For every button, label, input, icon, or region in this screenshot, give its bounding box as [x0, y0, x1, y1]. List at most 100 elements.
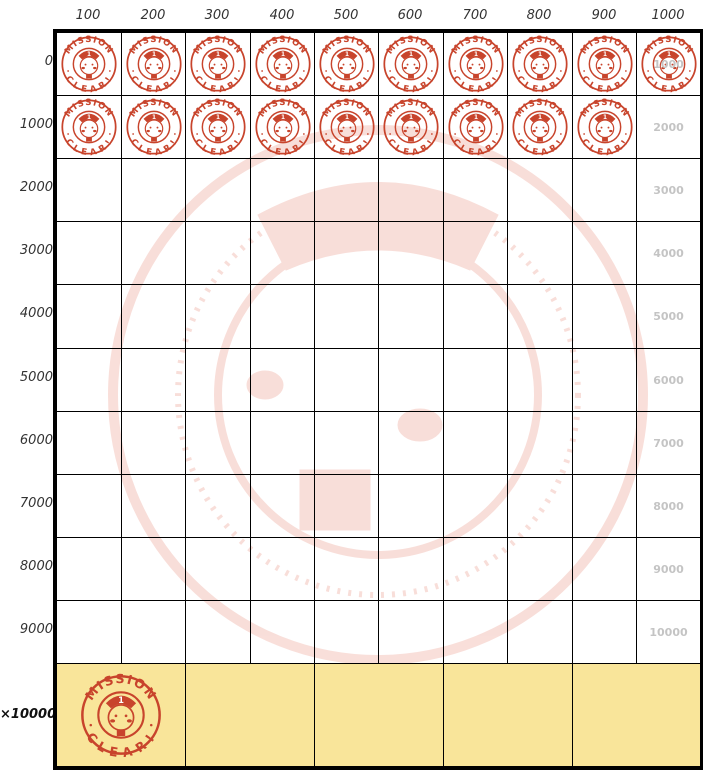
stamp-cell[interactable]: MISSION CLEAR! 1 [185, 32, 251, 96]
stamp-cell[interactable]: MISSION CLEAR! 1 [56, 32, 122, 96]
stamp-cell[interactable] [121, 411, 186, 475]
stamp-cell[interactable]: 5000 [636, 284, 701, 349]
stamp-cell[interactable] [507, 411, 573, 475]
stamp-cell[interactable] [121, 537, 186, 601]
stamp-cell[interactable] [185, 600, 251, 664]
stamp-cell[interactable] [378, 284, 444, 349]
stamp-cell[interactable] [378, 600, 444, 664]
stamp-cell[interactable] [250, 158, 315, 222]
stamp-cell[interactable]: MISSION CLEAR! 1 [56, 95, 122, 159]
stamp-cell[interactable]: MISSION CLEAR! 1 [250, 32, 315, 96]
stamp-cell[interactable] [572, 474, 637, 538]
stamp-cell[interactable]: MISSION CLEAR! 1 [443, 95, 508, 159]
stamp-cell[interactable] [507, 537, 573, 601]
stamp-cell[interactable]: 3000 [636, 158, 701, 222]
stamp-cell[interactable] [250, 411, 315, 475]
stamp-cell[interactable] [443, 348, 508, 412]
stamp-cell[interactable] [507, 474, 573, 538]
stamp-cell[interactable] [443, 284, 508, 349]
stamp-cell[interactable] [443, 537, 508, 601]
stamp-cell[interactable]: 10000 [636, 600, 701, 664]
stamp-cell[interactable]: 4000 [636, 221, 701, 285]
stamp-cell[interactable]: 2000 [636, 95, 701, 159]
stamp-cell[interactable] [378, 221, 444, 285]
stamp-cell[interactable] [250, 284, 315, 349]
stamp-cell[interactable] [56, 600, 122, 664]
bonus-stamp-cell[interactable] [572, 663, 701, 767]
stamp-cell[interactable] [121, 600, 186, 664]
stamp-cell[interactable] [443, 474, 508, 538]
stamp-cell[interactable] [572, 600, 637, 664]
stamp-cell[interactable] [56, 221, 122, 285]
stamp-cell[interactable] [185, 474, 251, 538]
stamp-cell[interactable] [507, 221, 573, 285]
stamp-cell[interactable] [572, 284, 637, 349]
stamp-cell[interactable] [572, 537, 637, 601]
stamp-cell[interactable]: 7000 [636, 411, 701, 475]
stamp-cell[interactable] [185, 221, 251, 285]
stamp-cell[interactable] [185, 284, 251, 349]
stamp-cell[interactable] [443, 158, 508, 222]
stamp-cell[interactable]: MISSION CLEAR! 1 [443, 32, 508, 96]
stamp-cell[interactable] [314, 284, 379, 349]
stamp-cell[interactable] [121, 158, 186, 222]
stamp-cell[interactable] [56, 348, 122, 412]
stamp-cell[interactable]: MISSION CLEAR! 1 [121, 32, 186, 96]
stamp-cell[interactable]: MISSION CLEAR! 1 [185, 95, 251, 159]
stamp-cell[interactable] [121, 284, 186, 349]
stamp-cell[interactable] [185, 348, 251, 412]
stamp-cell[interactable]: MISSION CLEAR! 1 [507, 95, 573, 159]
stamp-cell[interactable]: 9000 [636, 537, 701, 601]
stamp-cell[interactable]: MISSION CLEAR! 1 1000 [636, 32, 701, 96]
stamp-cell[interactable]: MISSION CLEAR! 1 [314, 95, 379, 159]
stamp-cell[interactable] [121, 348, 186, 412]
stamp-cell[interactable] [250, 600, 315, 664]
stamp-cell[interactable] [250, 348, 315, 412]
stamp-cell[interactable] [572, 221, 637, 285]
stamp-cell[interactable]: MISSION CLEAR! 1 [572, 95, 637, 159]
stamp-cell[interactable] [443, 411, 508, 475]
stamp-cell[interactable]: MISSION CLEAR! 1 [507, 32, 573, 96]
bonus-stamp-cell[interactable] [314, 663, 444, 767]
stamp-cell[interactable]: MISSION CLEAR! 1 [314, 32, 379, 96]
stamp-cell[interactable] [378, 411, 444, 475]
stamp-cell[interactable] [250, 474, 315, 538]
stamp-cell[interactable] [572, 348, 637, 412]
stamp-cell[interactable] [314, 348, 379, 412]
stamp-cell[interactable] [572, 158, 637, 222]
stamp-cell[interactable] [443, 600, 508, 664]
stamp-cell[interactable] [378, 537, 444, 601]
stamp-cell[interactable] [378, 474, 444, 538]
stamp-cell[interactable] [314, 474, 379, 538]
stamp-cell[interactable] [56, 158, 122, 222]
stamp-cell[interactable] [572, 411, 637, 475]
stamp-cell[interactable] [507, 600, 573, 664]
stamp-cell[interactable] [121, 474, 186, 538]
stamp-cell[interactable]: MISSION CLEAR! 1 [250, 95, 315, 159]
stamp-cell[interactable] [507, 284, 573, 349]
stamp-cell[interactable] [314, 600, 379, 664]
stamp-cell[interactable] [378, 158, 444, 222]
stamp-cell[interactable] [121, 221, 186, 285]
stamp-cell[interactable] [56, 537, 122, 601]
stamp-cell[interactable] [56, 474, 122, 538]
stamp-cell[interactable] [185, 158, 251, 222]
bonus-stamp-cell[interactable] [185, 663, 315, 767]
stamp-cell[interactable] [314, 537, 379, 601]
stamp-cell[interactable] [314, 221, 379, 285]
stamp-cell[interactable]: MISSION CLEAR! 1 [378, 32, 444, 96]
stamp-cell[interactable] [378, 348, 444, 412]
stamp-cell[interactable] [314, 158, 379, 222]
stamp-cell[interactable] [185, 411, 251, 475]
stamp-cell[interactable] [314, 411, 379, 475]
stamp-cell[interactable]: MISSION CLEAR! 1 [572, 32, 637, 96]
stamp-cell[interactable] [250, 537, 315, 601]
stamp-cell[interactable] [250, 221, 315, 285]
stamp-cell[interactable]: MISSION CLEAR! 1 [121, 95, 186, 159]
stamp-cell[interactable]: 8000 [636, 474, 701, 538]
bonus-stamp-cell[interactable]: MISSION CLEAR! 1 [56, 663, 186, 767]
stamp-cell[interactable] [443, 221, 508, 285]
stamp-cell[interactable] [507, 348, 573, 412]
stamp-cell[interactable]: MISSION CLEAR! 1 [378, 95, 444, 159]
stamp-cell[interactable]: 6000 [636, 348, 701, 412]
